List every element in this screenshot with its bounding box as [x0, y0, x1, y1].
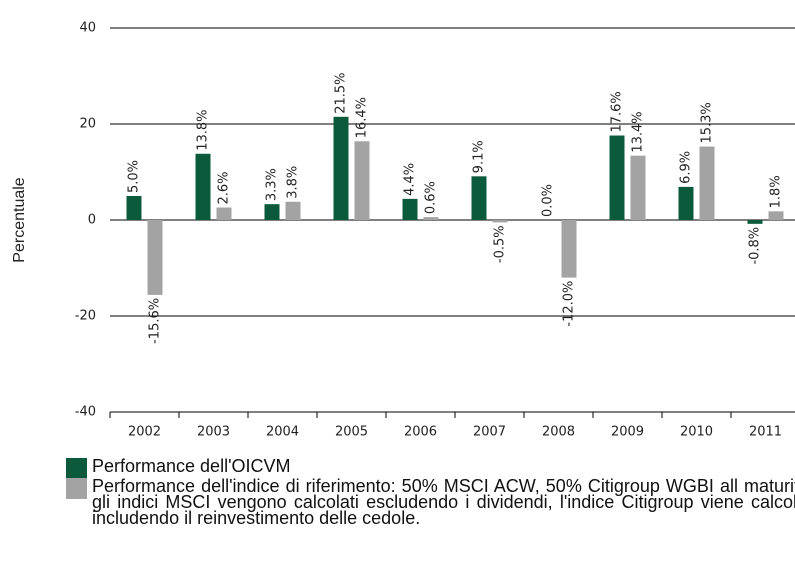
data-label: -0.5% [493, 225, 508, 263]
x-tick-label: 2002 [128, 425, 161, 440]
data-label: 3.3% [265, 168, 280, 201]
data-label: 3.8% [286, 166, 301, 199]
bar [126, 196, 142, 220]
bar [333, 116, 349, 220]
legend-swatch [66, 478, 87, 499]
data-label: 13.4% [631, 111, 646, 152]
x-tick-label: 2010 [680, 425, 713, 440]
bar [264, 204, 280, 220]
data-label: 16.4% [355, 97, 370, 138]
data-label: 6.9% [679, 151, 694, 184]
legend-swatch [66, 458, 87, 479]
y-tick-label: 0 [88, 213, 96, 228]
data-label: -12.0% [562, 281, 577, 327]
x-tick-label: 2007 [473, 425, 506, 440]
y-tick-label: 40 [79, 21, 96, 36]
bar [285, 201, 301, 220]
legend-text: Performance dell'OICVM [92, 458, 291, 476]
data-label: 4.4% [403, 163, 418, 196]
data-label: 15.3% [700, 102, 715, 143]
bar [423, 217, 439, 220]
y-tick-label: -40 [75, 405, 96, 420]
bar [147, 220, 163, 295]
bar [768, 211, 784, 220]
x-tick-label: 2006 [404, 425, 437, 440]
legend: Performance dell'OICVM Performance dell'i… [66, 458, 795, 530]
x-tick-label: 2011 [749, 425, 782, 440]
bar [492, 220, 508, 223]
x-tick-label: 2008 [542, 425, 575, 440]
bar [216, 207, 232, 220]
bar [402, 198, 418, 220]
bar [471, 176, 487, 220]
data-label: -0.8% [748, 227, 763, 265]
legend-text: Performance dell'indice di riferimento: … [92, 476, 795, 528]
bar [699, 146, 715, 220]
bar [630, 155, 646, 220]
data-label: 17.6% [610, 91, 625, 132]
x-tick-label: 2004 [266, 425, 299, 440]
data-label: -15.6% [148, 298, 163, 344]
x-tick-label: 2009 [611, 425, 644, 440]
bar [678, 186, 694, 220]
x-tick-label: 2003 [197, 425, 230, 440]
bar [747, 220, 763, 224]
bar [609, 135, 625, 220]
x-tick-label: 2005 [335, 425, 368, 440]
bar [195, 153, 211, 220]
data-label: 5.0% [127, 160, 142, 193]
legend-item: Performance dell'indice di riferimento: … [66, 476, 795, 528]
bar [561, 220, 577, 278]
data-label: 21.5% [334, 72, 349, 113]
y-tick-label: 20 [79, 117, 96, 132]
chart: Percentuale -40 -20 0 20 40 2002 5.0% -15.6% 200… [11, 21, 795, 440]
y-tick-label: -20 [75, 309, 96, 324]
data-label: 0.6% [424, 181, 439, 214]
data-label: 0.0% [541, 184, 556, 217]
data-label: 2.6% [217, 171, 232, 204]
data-label: 1.8% [769, 175, 784, 208]
data-label: 9.1% [472, 140, 487, 173]
y-axis-label: Percentuale [11, 177, 28, 262]
data-label: 13.8% [196, 109, 211, 150]
bar [354, 141, 370, 220]
legend-item: Performance dell'OICVM [66, 458, 795, 479]
